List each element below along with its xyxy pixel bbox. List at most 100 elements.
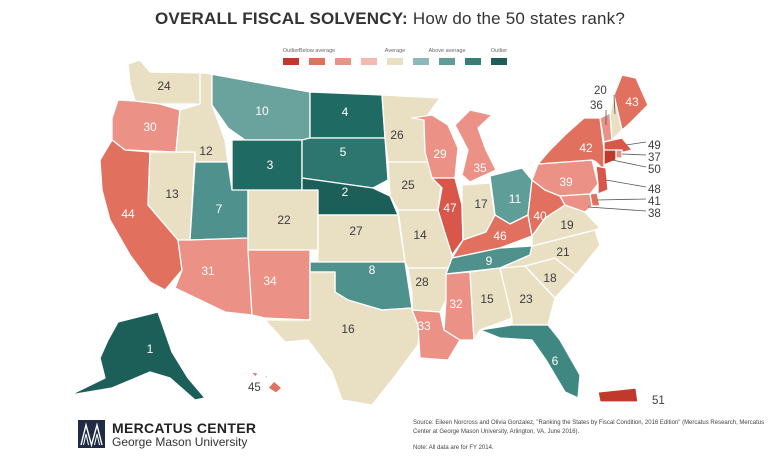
state-ny	[537, 117, 605, 171]
rank-label-nm: 34	[263, 274, 277, 288]
rank-label-pr: 51	[652, 395, 665, 407]
rank-label-ar: 28	[415, 275, 429, 289]
rank-label-tx: 16	[341, 322, 355, 336]
rank-label-wa: 24	[157, 79, 171, 93]
rank-label-va: 19	[560, 218, 574, 232]
state-fl	[479, 324, 581, 399]
rank-label-nv: 13	[165, 187, 179, 201]
mercatus-logo-mark	[78, 420, 105, 448]
state-nj	[595, 165, 609, 195]
rank-label-vt: 36	[590, 100, 603, 112]
state-me	[613, 74, 649, 131]
rank-label-ga: 23	[519, 292, 533, 306]
rank-label-ut: 7	[216, 202, 223, 216]
rank-label-la: 33	[417, 319, 431, 333]
rank-label-md: 38	[648, 208, 661, 220]
state-la	[411, 309, 461, 361]
rank-label-nd: 4	[342, 105, 349, 119]
rank-label-az: 31	[201, 264, 215, 278]
mercatus-logo: MERCATUS CENTER George Mason University	[78, 420, 278, 450]
rank-label-ks: 27	[349, 224, 363, 238]
rank-label-co: 22	[277, 213, 291, 227]
state-md	[559, 193, 593, 213]
state-ak	[69, 311, 206, 401]
color-legend: Outlier Below average Average Above average…	[283, 48, 513, 70]
rank-label-ma: 49	[648, 140, 661, 152]
rank-label-il: 47	[443, 201, 457, 215]
state-ma	[603, 137, 633, 153]
leader-line-nj	[605, 179, 647, 188]
rank-label-wy: 3	[267, 158, 274, 172]
rank-label-ne: 2	[342, 185, 349, 199]
leader-line-md	[587, 206, 647, 212]
rank-label-or: 30	[143, 120, 157, 134]
rank-label-nj: 48	[648, 184, 661, 196]
legend-swatch	[413, 58, 429, 65]
source-note: Source: Eileen Norcross and Olivia Gonza…	[413, 420, 765, 435]
rank-label-ok: 8	[369, 263, 376, 277]
leader-line-de	[596, 198, 647, 201]
legend-swatch	[309, 58, 325, 65]
rank-label-al: 15	[480, 292, 494, 306]
rank-label-mo: 14	[413, 228, 427, 242]
rank-label-ia: 25	[401, 178, 415, 192]
rank-label-nc: 21	[556, 245, 570, 259]
rank-label-ky: 46	[493, 229, 507, 243]
rank-label-sc: 18	[543, 271, 557, 285]
rank-label-fl: 6	[552, 354, 559, 368]
rank-label-in: 17	[474, 197, 488, 211]
state-hi	[249, 371, 283, 394]
rank-label-ca: 44	[121, 207, 135, 221]
state-tx	[264, 271, 421, 406]
leader-line-ct	[611, 159, 647, 168]
rank-label-oh: 11	[509, 192, 522, 206]
rank-label-id: 12	[199, 144, 213, 158]
state-ct	[603, 149, 617, 166]
state-il	[431, 177, 464, 256]
legend-swatch	[439, 58, 455, 65]
leader-line-ri	[621, 153, 647, 156]
logo-line1: MERCATUS CENTER	[112, 420, 257, 436]
legend-swatch	[491, 58, 507, 65]
rank-label-hi: 45	[248, 382, 261, 394]
legend-label: Average	[384, 48, 406, 54]
leader-line-nh	[613, 94, 616, 115]
state-ks	[317, 214, 406, 263]
rank-label-ct: 50	[648, 164, 661, 176]
state-ri	[615, 149, 623, 159]
data-note: Note: All data are for FY 2014.	[413, 445, 494, 451]
leader-line-ma	[625, 141, 647, 146]
legend-swatch	[465, 58, 481, 65]
state-mi	[454, 109, 497, 183]
legend-label: Above average	[428, 48, 466, 54]
state-nm	[247, 249, 311, 321]
legend-swatch	[361, 58, 377, 65]
rank-label-ms: 32	[449, 297, 463, 311]
rank-label-nh: 20	[594, 85, 607, 97]
logo-line2: George Mason University	[112, 435, 248, 449]
state-pr	[597, 387, 639, 403]
rank-label-mi: 35	[473, 161, 487, 175]
state-al	[469, 267, 513, 341]
rank-label-me: 43	[625, 95, 639, 109]
rank-label-wi: 29	[433, 147, 447, 161]
rank-label-ak: 1	[147, 342, 154, 356]
rank-label-tn: 9	[486, 254, 493, 268]
rank-label-wv: 40	[533, 209, 547, 223]
legend-label: Outlier	[490, 48, 508, 54]
rank-label-ny: 42	[579, 141, 593, 155]
title-rest: How do the 50 states rank?	[412, 9, 625, 28]
legend-swatch	[283, 58, 299, 65]
rank-label-pa: 39	[559, 175, 573, 189]
state-nc	[499, 229, 601, 276]
legend-label: Outlier	[282, 48, 300, 54]
rank-label-mt: 10	[255, 104, 269, 118]
title-bold: OVERALL FISCAL SOLVENCY:	[155, 9, 408, 28]
legend-swatch	[387, 58, 403, 65]
rank-label-sd: 5	[340, 145, 347, 159]
rank-label-de: 41	[648, 196, 661, 208]
page-title: OVERALL FISCAL SOLVENCY: How do the 50 s…	[0, 9, 780, 29]
legend-swatch	[335, 58, 351, 65]
rank-label-ri: 37	[648, 152, 661, 164]
